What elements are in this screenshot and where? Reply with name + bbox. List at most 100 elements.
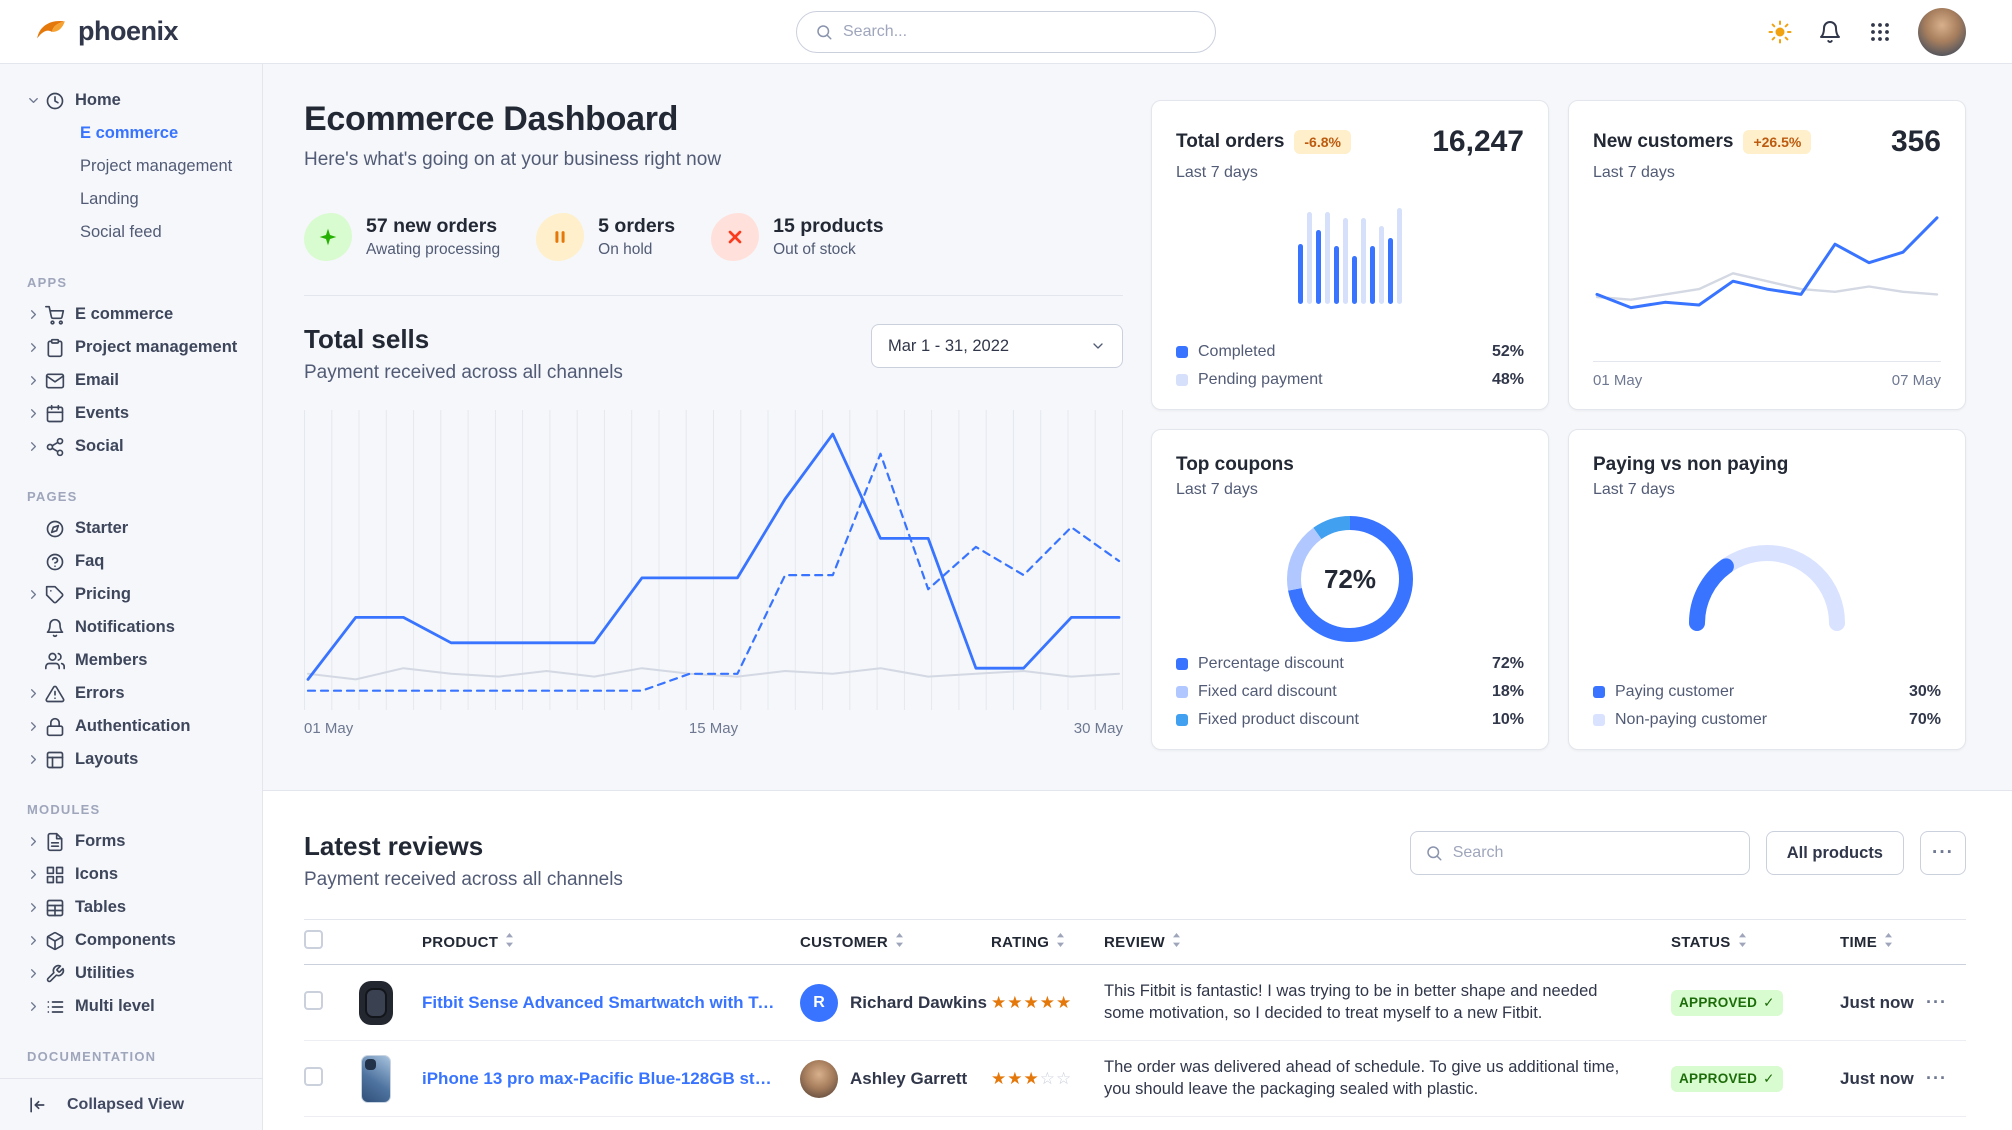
sidebar-item-label: Multi level bbox=[75, 997, 155, 1015]
x-tick: 07 May bbox=[1891, 372, 1941, 389]
new-customers-card: New customers +26.5% 356 Last 7 days 01 … bbox=[1568, 100, 1966, 410]
total-sells-x-axis: 01 May 15 May 30 May bbox=[304, 720, 1123, 737]
row-checkbox[interactable] bbox=[304, 990, 323, 1010]
reviews-more-button[interactable]: ··· bbox=[1920, 831, 1966, 875]
sidebar-item-utilities[interactable]: Utilities bbox=[0, 957, 262, 990]
sidebar-item-events[interactable]: Events bbox=[0, 397, 262, 430]
search-input[interactable] bbox=[843, 22, 1197, 41]
legend-label: Paying customer bbox=[1615, 683, 1735, 700]
file-icon bbox=[45, 832, 65, 852]
sidebar-item-e-commerce[interactable]: E commerce bbox=[0, 298, 262, 331]
sidebar-item-starter[interactable]: Starter bbox=[0, 512, 262, 545]
global-search[interactable] bbox=[796, 10, 1216, 53]
chevron-down-icon bbox=[1090, 338, 1106, 354]
phoenix-logo-icon bbox=[34, 15, 68, 49]
sidebar-item-components[interactable]: Components bbox=[0, 924, 262, 957]
sidebar-item-notifications[interactable]: Notifications bbox=[0, 611, 262, 644]
legend-value: 10% bbox=[1491, 711, 1524, 728]
sidebar-item-pricing[interactable]: Pricing bbox=[0, 578, 262, 611]
rating-stars: ★★★☆☆ bbox=[991, 1068, 1073, 1088]
theme-toggle-sun-icon[interactable] bbox=[1768, 20, 1792, 44]
caret-spacer bbox=[26, 554, 41, 569]
all-products-button[interactable]: All products bbox=[1765, 831, 1904, 875]
sidebar-item-label: Authentication bbox=[75, 717, 191, 735]
sidebar-item-layouts[interactable]: Layouts bbox=[0, 743, 262, 776]
sort-icon bbox=[1056, 933, 1065, 951]
review-time: Just now bbox=[1840, 1068, 1914, 1088]
sidebar-section-label: PAGES bbox=[27, 489, 78, 504]
sidebar-item-social-feed[interactable]: Social feed bbox=[80, 223, 162, 241]
sidebar-item-forms[interactable]: Forms bbox=[0, 825, 262, 858]
date-range-select[interactable]: Mar 1 - 31, 2022 bbox=[871, 324, 1123, 368]
new-customers-x-axis: 01 May 07 May bbox=[1593, 361, 1941, 389]
chevron-right-icon bbox=[26, 373, 41, 388]
page-title: Ecommerce Dashboard bbox=[304, 100, 679, 138]
sidebar-item-project-management[interactable]: Project management bbox=[80, 157, 233, 175]
legend-item: Percentage discount 72% bbox=[1176, 655, 1524, 673]
legend-swatch bbox=[1593, 686, 1605, 698]
alert-icon bbox=[45, 684, 65, 704]
legend-label: Completed bbox=[1198, 343, 1276, 360]
review-text: The order was delivered ahead of schedul… bbox=[1104, 1057, 1620, 1098]
notifications-bell-icon[interactable] bbox=[1818, 20, 1842, 44]
legend-label: Percentage discount bbox=[1198, 655, 1344, 672]
sidebar-item-label: Pricing bbox=[75, 585, 131, 603]
stat-value: 15 products bbox=[773, 215, 884, 237]
sidebar-item-label: Social bbox=[75, 437, 124, 455]
collapse-label: Collapsed View bbox=[67, 1095, 185, 1113]
column-header-time[interactable]: TIME bbox=[1840, 933, 1920, 951]
column-header-rating[interactable]: RATING bbox=[991, 933, 1104, 951]
reviews-search-input[interactable] bbox=[1452, 844, 1735, 862]
sidebar-item-home[interactable]: Home bbox=[0, 84, 262, 117]
sidebar-item-email[interactable]: Email bbox=[0, 364, 262, 397]
user-avatar[interactable] bbox=[1918, 7, 1966, 56]
clock-icon bbox=[45, 91, 65, 111]
chevron-right-icon bbox=[26, 686, 41, 701]
brand[interactable]: phoenix bbox=[34, 15, 179, 49]
sidebar-item-multi-level[interactable]: Multi level bbox=[0, 990, 262, 1023]
row-checkbox[interactable] bbox=[304, 1066, 323, 1086]
bell-icon bbox=[45, 618, 65, 638]
sidebar-item-authentication[interactable]: Authentication bbox=[0, 710, 262, 743]
legend-swatch bbox=[1176, 658, 1188, 670]
column-header-status[interactable]: STATUS bbox=[1671, 933, 1840, 951]
sidebar-item-members[interactable]: Members bbox=[0, 644, 262, 677]
sidebar: Home E commerce Project management Landing S… bbox=[0, 64, 263, 1130]
reviews-controls: All products ··· bbox=[1409, 831, 1966, 875]
column-header-review[interactable]: REVIEW bbox=[1104, 933, 1671, 951]
legend-value: 52% bbox=[1491, 343, 1524, 360]
apps-grid-icon[interactable] bbox=[1868, 20, 1892, 44]
reviews-search[interactable] bbox=[1409, 831, 1750, 875]
sidebar-item-label: Notifications bbox=[75, 618, 175, 636]
trend-badge: -6.8% bbox=[1294, 130, 1351, 154]
sidebar-item-e-commerce[interactable]: E commerce bbox=[80, 124, 179, 142]
sidebar-item-faq[interactable]: Faq bbox=[0, 545, 262, 578]
customer-name: Ashley Garrett bbox=[850, 1068, 968, 1088]
row-actions-button[interactable]: ··· bbox=[1926, 1068, 1947, 1088]
reviews-table-header: PRODUCT CUSTOMER RATING REVIEW STATUS TIME bbox=[304, 919, 1966, 965]
list-icon bbox=[45, 997, 65, 1017]
search-icon bbox=[815, 23, 833, 41]
column-header-customer[interactable]: CUSTOMER bbox=[800, 933, 991, 951]
sidebar-item-label: E commerce bbox=[75, 305, 174, 323]
row-actions-button[interactable]: ··· bbox=[1926, 992, 1947, 1012]
paying-legend: Paying customer 30% Non-paying customer … bbox=[1593, 683, 1941, 729]
status-badge: APPROVED ✓ bbox=[1671, 1065, 1783, 1092]
sidebar-item-landing[interactable]: Landing bbox=[80, 190, 139, 208]
cart-icon bbox=[45, 305, 65, 325]
total-sells-chart bbox=[304, 410, 1123, 710]
sidebar-item-project-management[interactable]: Project management bbox=[0, 331, 262, 364]
sidebar-item-tables[interactable]: Tables bbox=[0, 891, 262, 924]
sidebar-item-social[interactable]: Social bbox=[0, 430, 262, 463]
sidebar-item-icons[interactable]: Icons bbox=[0, 858, 262, 891]
review-text: This Fitbit is fantastic! I was trying t… bbox=[1104, 981, 1598, 1022]
collapsed-view-button[interactable]: Collapsed View bbox=[0, 1078, 262, 1130]
dashboard-section: Ecommerce Dashboard Here's what's going … bbox=[263, 64, 2012, 790]
select-all-checkbox[interactable] bbox=[304, 930, 323, 949]
sidebar-item-errors[interactable]: Errors bbox=[0, 677, 262, 710]
review-time: Just now bbox=[1840, 992, 1914, 1012]
product-link[interactable]: iPhone 13 pro max-Pacific Blue-128GB sto… bbox=[422, 1068, 800, 1088]
column-header-product[interactable]: PRODUCT bbox=[422, 933, 800, 951]
product-link[interactable]: Fitbit Sense Advanced Smartwatch with To… bbox=[422, 992, 800, 1012]
search-icon bbox=[1425, 844, 1443, 862]
